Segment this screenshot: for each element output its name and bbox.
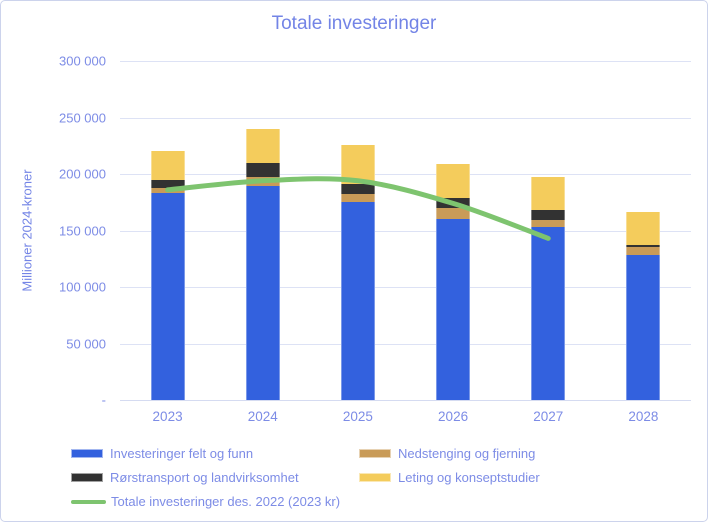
x-tick-label: 2025 [342,409,373,424]
bar-segment [626,212,661,246]
legend-item: Totale investeringer des. 2022 (2023 kr) [71,494,340,509]
x-tick-label: 2026 [438,409,469,424]
y-tick-label: 150 000 [59,223,106,238]
legend-label: Nedstenging og fjerning [398,446,536,461]
gridline [120,400,691,401]
bar-segment [531,210,566,221]
legend-label: Leting og konseptstudier [398,470,540,485]
legend-label: Investeringer felt og funn [110,446,254,461]
legend-color-swatch [71,473,103,482]
chart-title: Totale investeringer [271,13,437,34]
gridline [120,230,691,232]
legend-item: Investeringer felt og funn [71,446,253,461]
bar-segment [531,220,566,228]
x-tick-label: 2027 [533,409,564,424]
bar-segment [626,255,661,400]
legend-color-swatch [359,473,391,482]
y-tick-label: 50 000 [66,336,106,351]
bar-segment [150,179,185,188]
bar-segment [340,184,375,195]
y-tick-label: 200 000 [59,166,106,182]
gridline [120,61,691,62]
bar-segment [245,186,280,400]
gridline [120,117,691,119]
bar-segment [436,207,471,220]
bar-segment [150,193,185,400]
x-tick-label: 2024 [247,409,278,424]
plot-area [120,61,691,401]
gridline [120,343,691,345]
bar-segment [531,227,566,400]
gridline [120,174,691,175]
legend-item: Rørstransport og landvirksomhet [71,470,299,485]
y-tick-label: 250 000 [59,110,106,125]
legend-label: Rørstransport og landvirksomhet [110,470,299,485]
legend-color-swatch [359,449,391,458]
x-tick-label: 2028 [628,409,659,424]
bar-segment [531,177,566,211]
bar-segment [340,194,375,203]
bar-segment [340,202,375,400]
bar-segment [626,245,661,248]
y-tick-label: 300 000 [59,53,106,69]
gridline [120,287,691,288]
x-tick-label: 2023 [152,409,183,424]
legend-color-swatch [71,449,103,458]
y-tick-label: 100 000 [59,279,106,295]
legend-item: Nedstenging og fjerning [359,446,535,461]
legend-item: Leting og konseptstudier [359,470,540,485]
bar-segment [436,219,471,400]
trend-line [165,176,551,241]
bar-segment [626,247,661,256]
bar-segment [150,151,185,180]
legend-label: Totale investeringer des. 2022 (2023 kr) [111,494,341,509]
bar-segment [245,162,280,178]
bar-segment [436,163,471,198]
bar-segment [245,128,280,163]
legend-line-swatch [71,499,106,504]
y-tick-label: - [101,392,106,408]
